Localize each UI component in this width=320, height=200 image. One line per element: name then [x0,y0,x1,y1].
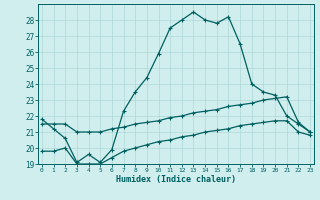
X-axis label: Humidex (Indice chaleur): Humidex (Indice chaleur) [116,175,236,184]
